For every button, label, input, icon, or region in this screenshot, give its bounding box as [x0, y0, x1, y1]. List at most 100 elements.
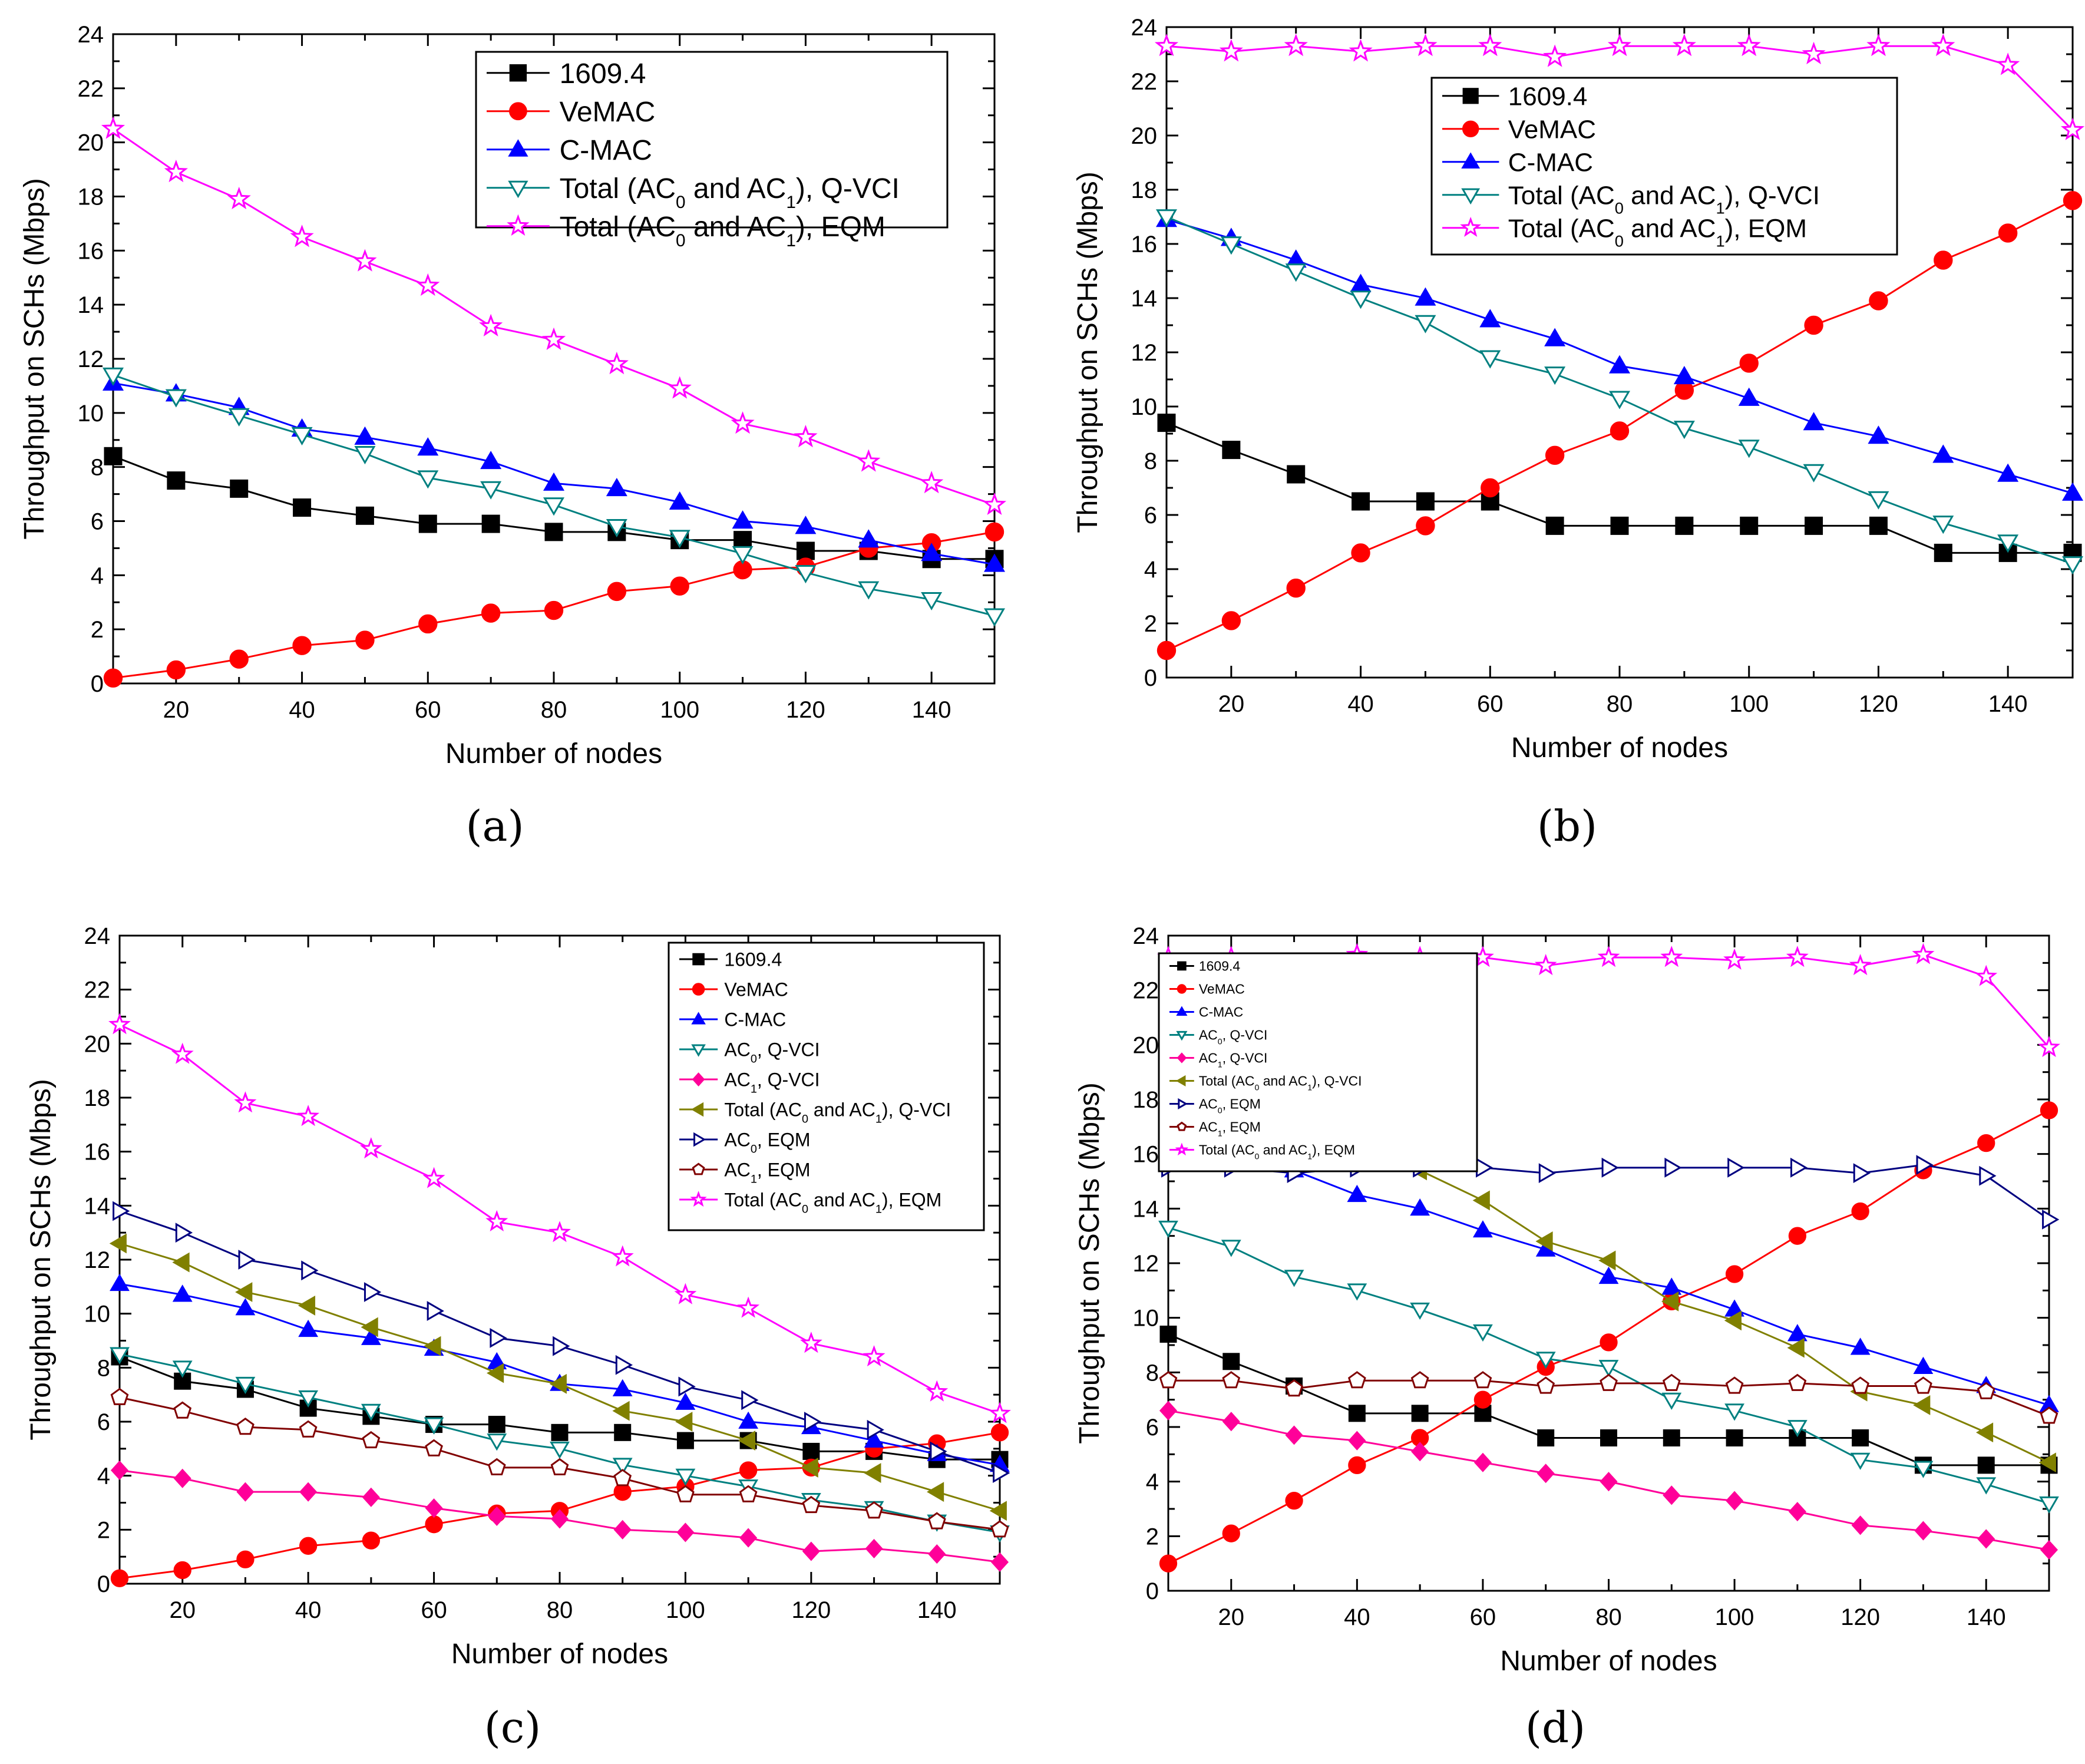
data-point	[1159, 1325, 1177, 1343]
data-point	[1660, 946, 1683, 967]
data-point	[1416, 492, 1435, 511]
data-point	[549, 1373, 567, 1394]
y-tick-label: 22	[1133, 978, 1159, 1004]
data-point	[739, 1485, 758, 1502]
data-point	[173, 1401, 192, 1419]
legend-box	[1430, 77, 1898, 256]
data-point	[1664, 1157, 1682, 1178]
data-point	[103, 668, 123, 688]
data-point	[173, 1468, 191, 1488]
data-point	[235, 1298, 256, 1316]
data-point	[354, 446, 376, 465]
data-point	[1415, 287, 1436, 306]
legend-marker	[1176, 1030, 1188, 1041]
data-point	[1976, 1477, 1997, 1495]
data-point	[1912, 943, 1935, 964]
y-tick-label: 20	[78, 130, 104, 156]
data-point	[422, 1167, 445, 1188]
data-point	[104, 447, 123, 465]
y-tick-label: 16	[1131, 232, 1158, 257]
data-point	[983, 553, 1006, 572]
data-point	[668, 376, 692, 399]
data-point	[544, 523, 563, 541]
data-point	[612, 1379, 633, 1396]
data-point	[1853, 1163, 1871, 1184]
data-point	[1672, 34, 1696, 57]
legend-label: VeMAC	[724, 979, 788, 1000]
x-tick-label: 100	[1715, 1604, 1754, 1630]
data-point	[1852, 1429, 1869, 1447]
data-point	[292, 636, 312, 655]
data-point	[362, 1531, 381, 1550]
legend-marker	[1177, 961, 1187, 971]
x-tick-label: 60	[415, 697, 441, 723]
data-point	[235, 1376, 256, 1395]
data-point	[1931, 34, 1955, 57]
data-point	[299, 1537, 318, 1555]
data-point	[2039, 1496, 2059, 1514]
data-point	[364, 1282, 382, 1302]
x-tick-label: 20	[1218, 1604, 1245, 1630]
data-point	[1537, 1429, 1555, 1447]
data-point	[1600, 1472, 1618, 1492]
data-point	[551, 1423, 569, 1441]
data-point	[1869, 516, 1888, 535]
data-point	[1544, 328, 1566, 346]
y-tick-label: 16	[84, 1139, 111, 1165]
data-point	[1159, 1371, 1178, 1389]
data-point	[1597, 946, 1620, 967]
data-point	[804, 1412, 822, 1432]
y-tick-label: 6	[1144, 503, 1157, 528]
legend-label: Total (AC0 and AC1), Q-VCI	[560, 173, 900, 212]
data-point	[1544, 366, 1566, 385]
legend-marker	[508, 139, 528, 157]
data-point	[865, 1501, 883, 1519]
legend-label: Total (AC0 and AC1), EQM	[560, 212, 885, 250]
data-point	[2038, 1452, 2056, 1473]
data-point	[1913, 1395, 1931, 1415]
data-point	[166, 660, 186, 680]
data-point	[604, 352, 629, 375]
data-point	[1348, 1405, 1366, 1422]
data-point	[606, 518, 627, 538]
data-point	[1608, 391, 1631, 409]
data-point	[298, 1319, 319, 1337]
legend-marker	[1461, 188, 1481, 205]
x-tick-label: 120	[791, 1597, 831, 1623]
data-point	[926, 1380, 949, 1402]
data-point	[731, 411, 755, 434]
data-point	[548, 1221, 571, 1243]
data-point	[1347, 1371, 1366, 1389]
legend-label: AC0, Q-VCI	[724, 1039, 820, 1066]
legend-marker	[1460, 216, 1482, 237]
panel-label-b: (b)	[1537, 801, 1598, 851]
data-point	[2040, 1406, 2058, 1424]
data-point	[1159, 1554, 1178, 1573]
data-point	[488, 1416, 505, 1433]
data-point	[424, 1417, 444, 1435]
data-point	[1222, 441, 1241, 460]
legend: 1609.4 VeMAC C-MAC AC0, Q-VCI AC1, Q-VCI Tota…	[668, 942, 985, 1231]
data-point	[614, 1423, 632, 1441]
legend-label: Total (AC0 and AC1), EQM	[1199, 1142, 1355, 1162]
x-tick-label: 80	[1607, 691, 1633, 717]
legend-marker	[693, 1132, 706, 1147]
data-point	[1851, 1202, 1869, 1221]
x-tick-label: 120	[1859, 691, 1898, 717]
data-point	[741, 1390, 759, 1410]
data-point	[1724, 1310, 1742, 1331]
data-point	[543, 472, 565, 491]
data-point	[676, 1485, 695, 1502]
data-point	[1977, 1456, 1995, 1474]
data-point	[613, 1519, 632, 1540]
data-point	[1802, 41, 1826, 65]
x-tick-label: 80	[541, 697, 567, 723]
y-tick-label: 6	[1146, 1415, 1159, 1441]
data-point	[993, 1463, 1010, 1483]
data-point	[480, 481, 502, 500]
data-point	[794, 425, 818, 448]
data-point	[1977, 1134, 1995, 1152]
series-1	[1159, 1101, 2058, 1573]
data-point	[863, 1345, 885, 1367]
legend-label: 1609.4	[560, 58, 646, 90]
